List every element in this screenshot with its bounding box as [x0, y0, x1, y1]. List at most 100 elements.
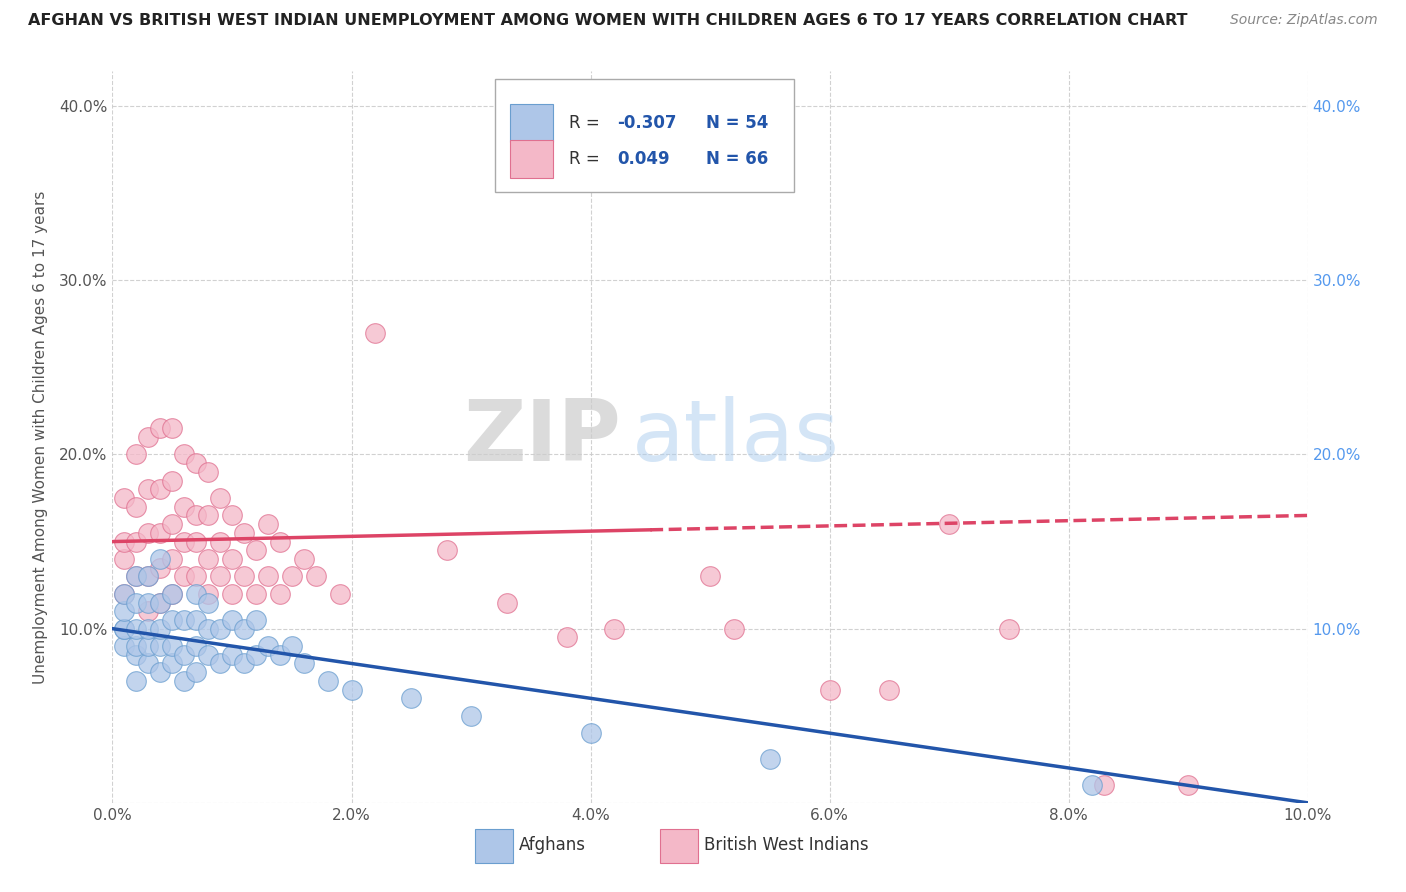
Point [316, 673, 339, 688]
Point [138, 430, 160, 444]
Point [138, 569, 160, 583]
Point [186, 456, 208, 470]
Point [173, 613, 195, 627]
Text: Source: ZipAtlas.com: Source: ZipAtlas.com [1230, 13, 1378, 28]
Point [233, 525, 256, 540]
Point [125, 569, 148, 583]
Point [603, 622, 626, 636]
Point [114, 622, 135, 636]
FancyBboxPatch shape [510, 140, 554, 178]
Point [162, 587, 183, 601]
Point [269, 534, 291, 549]
Point [879, 682, 901, 697]
Point [197, 648, 219, 662]
Point [149, 665, 172, 680]
Point [173, 448, 195, 462]
FancyBboxPatch shape [659, 830, 699, 863]
Point [114, 604, 135, 618]
Point [436, 543, 458, 558]
Text: ZIP: ZIP [463, 395, 620, 479]
Point [938, 517, 960, 532]
Point [186, 569, 208, 583]
FancyBboxPatch shape [510, 103, 554, 142]
Point [138, 604, 160, 618]
Point [149, 622, 172, 636]
Text: N = 54: N = 54 [706, 113, 769, 131]
Point [149, 525, 172, 540]
Text: R =: R = [569, 150, 605, 168]
Point [221, 648, 243, 662]
Point [149, 421, 172, 435]
Point [186, 534, 208, 549]
Point [197, 587, 219, 601]
Point [186, 665, 208, 680]
Point [186, 613, 208, 627]
Point [281, 569, 304, 583]
FancyBboxPatch shape [475, 830, 513, 863]
Point [114, 587, 135, 601]
Point [162, 639, 183, 653]
Point [818, 682, 841, 697]
Point [221, 552, 243, 566]
Point [257, 517, 280, 532]
Point [162, 421, 183, 435]
Point [149, 552, 172, 566]
Point [269, 648, 291, 662]
Point [162, 474, 183, 488]
Point [245, 648, 267, 662]
Point [197, 508, 219, 523]
Point [138, 639, 160, 653]
Point [579, 726, 602, 740]
Point [496, 595, 519, 609]
Text: AFGHAN VS BRITISH WEST INDIAN UNEMPLOYMENT AMONG WOMEN WITH CHILDREN AGES 6 TO 1: AFGHAN VS BRITISH WEST INDIAN UNEMPLOYME… [28, 13, 1188, 29]
Point [186, 508, 208, 523]
Point [257, 639, 280, 653]
Point [221, 613, 243, 627]
Point [138, 569, 160, 583]
Point [114, 587, 135, 601]
FancyBboxPatch shape [495, 78, 794, 192]
Point [209, 491, 232, 505]
Text: British West Indians: British West Indians [704, 836, 869, 855]
Point [209, 534, 232, 549]
Point [209, 657, 232, 671]
Point [555, 631, 578, 645]
Point [245, 587, 267, 601]
Point [138, 622, 160, 636]
Point [759, 752, 782, 766]
Text: 0.049: 0.049 [617, 150, 669, 168]
Point [125, 448, 148, 462]
Point [233, 657, 256, 671]
Point [149, 595, 172, 609]
Point [125, 673, 148, 688]
Point [149, 483, 172, 497]
Point [114, 534, 135, 549]
Point [125, 639, 148, 653]
Point [125, 500, 148, 514]
Point [1177, 778, 1199, 792]
Point [329, 587, 352, 601]
Point [125, 569, 148, 583]
Point [209, 622, 232, 636]
Point [340, 682, 363, 697]
Point [233, 569, 256, 583]
Point [292, 657, 315, 671]
Point [138, 483, 160, 497]
Point [186, 639, 208, 653]
Point [125, 534, 148, 549]
Text: -0.307: -0.307 [617, 113, 676, 131]
Point [197, 552, 219, 566]
Point [114, 552, 135, 566]
Point [125, 595, 148, 609]
Point [186, 587, 208, 601]
Point [138, 525, 160, 540]
Point [460, 708, 482, 723]
Point [162, 552, 183, 566]
Text: Afghans: Afghans [519, 836, 586, 855]
Point [173, 673, 195, 688]
Point [197, 595, 219, 609]
Point [221, 508, 243, 523]
Point [162, 587, 183, 601]
Point [173, 500, 195, 514]
Text: R =: R = [569, 113, 605, 131]
